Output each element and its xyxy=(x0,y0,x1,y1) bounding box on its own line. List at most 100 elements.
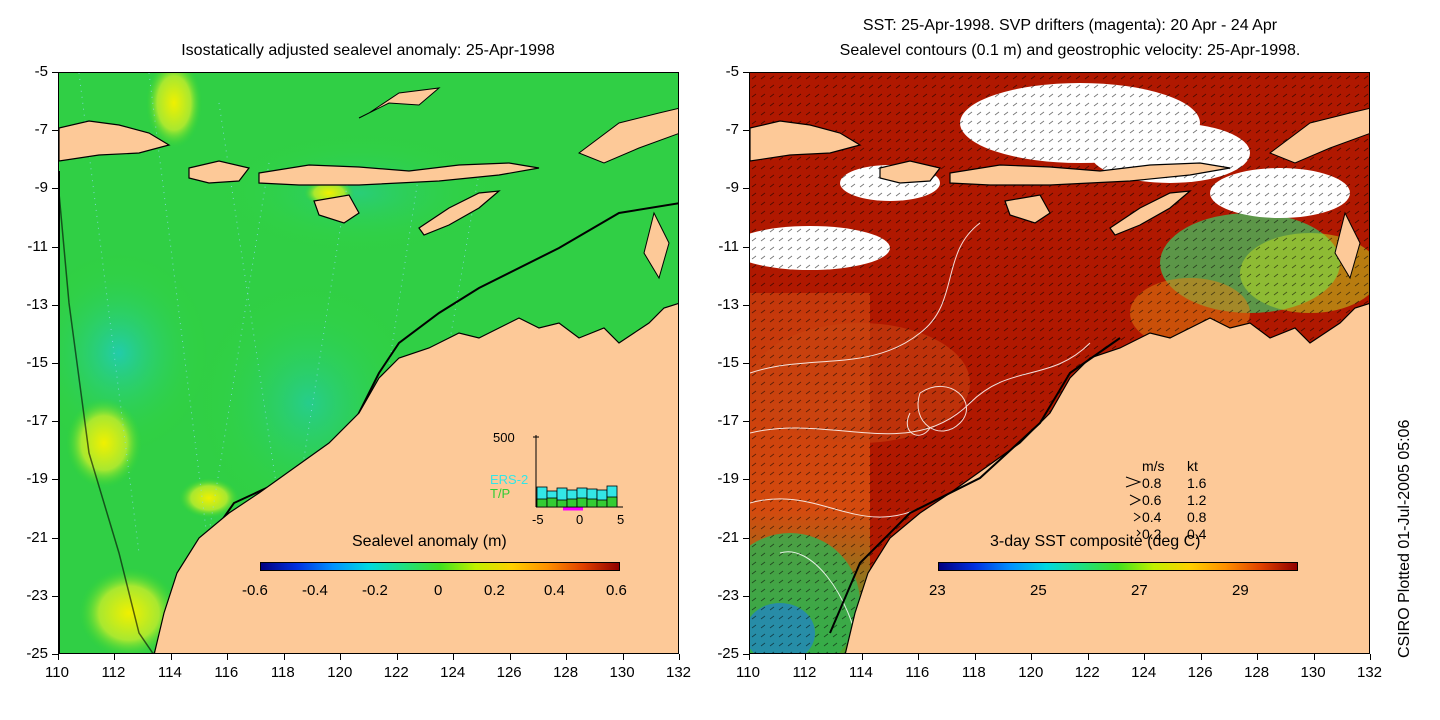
left-panel-title: Isostatically adjusted sealevel anomaly:… xyxy=(181,42,555,59)
left-map-x-tick-label: 116 xyxy=(214,664,239,681)
left-map-y-tick-mark xyxy=(52,363,58,364)
left-map-x-tick-mark xyxy=(453,654,455,660)
left-map-y-tick-mark xyxy=(52,304,58,306)
right-map-x-tick-label: 124 xyxy=(1131,664,1157,681)
right-map-y-tick-label: -17 xyxy=(717,412,739,430)
right-map-y-tick-label: -15 xyxy=(717,354,739,371)
left-map-y-tick-label: -5 xyxy=(34,63,48,80)
right-map-x-tick-mark xyxy=(1144,654,1146,660)
right-panel-title-line2: Sealevel contours (0.1 m) and geostrophi… xyxy=(839,42,1301,59)
sealevel-colorbar-tick-4: 0 xyxy=(434,582,443,599)
left-map-y-tick-mark xyxy=(52,479,58,481)
left-map-x-tick-label: 124 xyxy=(440,664,466,681)
sst-colorbar-tick-2: 25 xyxy=(1030,582,1047,599)
inset-xtick-1: -5 xyxy=(532,512,544,527)
right-map-y-tick-mark xyxy=(743,188,749,190)
sealevel-colorbar-tick-1: -0.6 xyxy=(242,582,268,599)
velocity-legend-kt-3: 0.8 xyxy=(1187,509,1207,525)
left-map-y-tick-label: -11 xyxy=(27,237,48,255)
right-map-x-tick-label: 114 xyxy=(848,664,873,681)
sst-map xyxy=(749,72,1370,654)
right-map-x-tick-mark xyxy=(861,654,863,660)
right-map-y-tick-label: -23 xyxy=(717,586,739,604)
left-map-x-tick-mark xyxy=(679,654,680,660)
right-map-y-tick-mark xyxy=(743,130,749,132)
left-map-y-tick-label: -17 xyxy=(26,412,48,430)
sealevel-colorbar-tick-7: 0.6 xyxy=(606,582,627,599)
left-map-x-tick-mark xyxy=(58,654,59,660)
velocity-legend-ms-3: 0.4 xyxy=(1142,509,1162,525)
right-map-x-tick-mark xyxy=(1031,654,1033,660)
right-map-y-tick-label: -25 xyxy=(717,645,739,662)
right-map-y-tick-mark xyxy=(743,479,749,481)
left-map-y-tick-label: -23 xyxy=(26,586,48,604)
left-map-x-tick-mark xyxy=(396,654,398,660)
velocity-legend-kt-2: 1.2 xyxy=(1187,492,1207,508)
left-map-y-tick-mark xyxy=(52,246,58,248)
right-map-x-tick-mark xyxy=(1087,654,1089,660)
right-map-x-tick-mark xyxy=(1370,654,1371,660)
left-map-y-tick-mark xyxy=(52,595,58,597)
velocity-legend-header-ms: m/s xyxy=(1142,458,1165,474)
right-map-y-tick-mark xyxy=(743,72,749,73)
altimeter-inset-histogram xyxy=(533,435,623,511)
right-map-x-tick-mark xyxy=(1257,654,1259,660)
velocity-legend-arrows xyxy=(1125,476,1142,537)
right-map-x-tick-mark xyxy=(974,654,976,660)
left-map-y-tick-mark xyxy=(52,130,58,132)
right-map-x-tick-mark xyxy=(1200,654,1202,660)
sealevel-colorbar-tick-2: -0.4 xyxy=(302,582,328,599)
right-map-y-tick-mark xyxy=(743,421,749,423)
right-map-y-tick-mark xyxy=(743,595,749,597)
right-map-x-tick-mark xyxy=(805,654,807,660)
left-map-x-tick-mark xyxy=(566,654,568,660)
right-map-y-tick-label: -21 xyxy=(717,528,739,546)
right-panel-title-line1: SST: 25-Apr-1998. SVP drifters (magenta)… xyxy=(862,17,1278,34)
right-map-y-tick-mark xyxy=(743,537,749,539)
left-map-y-tick-label: -13 xyxy=(26,295,48,313)
sealevel-colorbar-tick-6: 0.4 xyxy=(544,582,565,599)
inset-xtick-2: 0 xyxy=(576,512,584,527)
right-map-y-tick-mark xyxy=(743,304,749,306)
sst-colorbar-tick-4: 29 xyxy=(1232,582,1249,599)
left-map-x-tick-label: 112 xyxy=(101,664,126,681)
sst-colorbar-tick-3: 27 xyxy=(1131,582,1148,599)
right-map-y-tick-label: -5 xyxy=(725,63,739,80)
left-map-x-tick-mark xyxy=(170,654,172,660)
right-map-y-tick-label: -7 xyxy=(725,121,739,139)
left-map-y-tick-label: -19 xyxy=(26,470,48,488)
right-map-x-tick-mark xyxy=(749,654,750,660)
left-map-x-tick-label: 130 xyxy=(609,664,635,681)
inset-xtick-3: 5 xyxy=(617,512,625,527)
right-map-x-tick-label: 110 xyxy=(736,664,760,681)
left-map-x-tick-mark xyxy=(227,654,229,660)
sealevel-colorbar-tick-3: -0.2 xyxy=(362,582,388,599)
left-map-x-tick-mark xyxy=(509,654,511,660)
left-map-x-tick-label: 110 xyxy=(45,664,69,681)
left-map-x-tick-mark xyxy=(114,654,116,660)
sst-field xyxy=(750,73,1369,653)
left-map-y-tick-label: -15 xyxy=(26,354,48,371)
left-map-x-tick-label: 122 xyxy=(383,664,409,681)
right-map-y-tick-mark xyxy=(743,363,749,364)
left-map-y-tick-mark xyxy=(52,72,58,73)
right-map-x-tick-label: 132 xyxy=(1357,664,1383,681)
sst-colorbar-tick-1: 23 xyxy=(929,582,946,599)
sst-colorbar-label: 3-day SST composite (deg C) xyxy=(990,533,1201,550)
right-map-x-tick-label: 128 xyxy=(1244,664,1270,681)
left-map-x-tick-mark xyxy=(622,654,624,660)
right-map-x-tick-mark xyxy=(1313,654,1315,660)
right-map-y-tick-mark xyxy=(743,246,749,248)
left-map-x-tick-mark xyxy=(340,654,342,660)
left-map-y-tick-label: -7 xyxy=(34,121,48,139)
right-map-x-tick-label: 120 xyxy=(1018,664,1044,681)
inset-label-ers: ERS-2 xyxy=(490,472,529,487)
inset-label-tp: T/P xyxy=(490,486,511,501)
left-map-x-tick-label: 126 xyxy=(496,664,522,681)
inset-ytick: 500 xyxy=(493,430,515,445)
left-map-y-tick-label: -21 xyxy=(26,528,48,546)
right-map-x-tick-label: 130 xyxy=(1300,664,1326,681)
velocity-legend-ms-4: 0.2 xyxy=(1142,526,1162,542)
right-map-x-tick-label: 126 xyxy=(1187,664,1213,681)
right-map-y-tick-label: -13 xyxy=(717,295,739,313)
